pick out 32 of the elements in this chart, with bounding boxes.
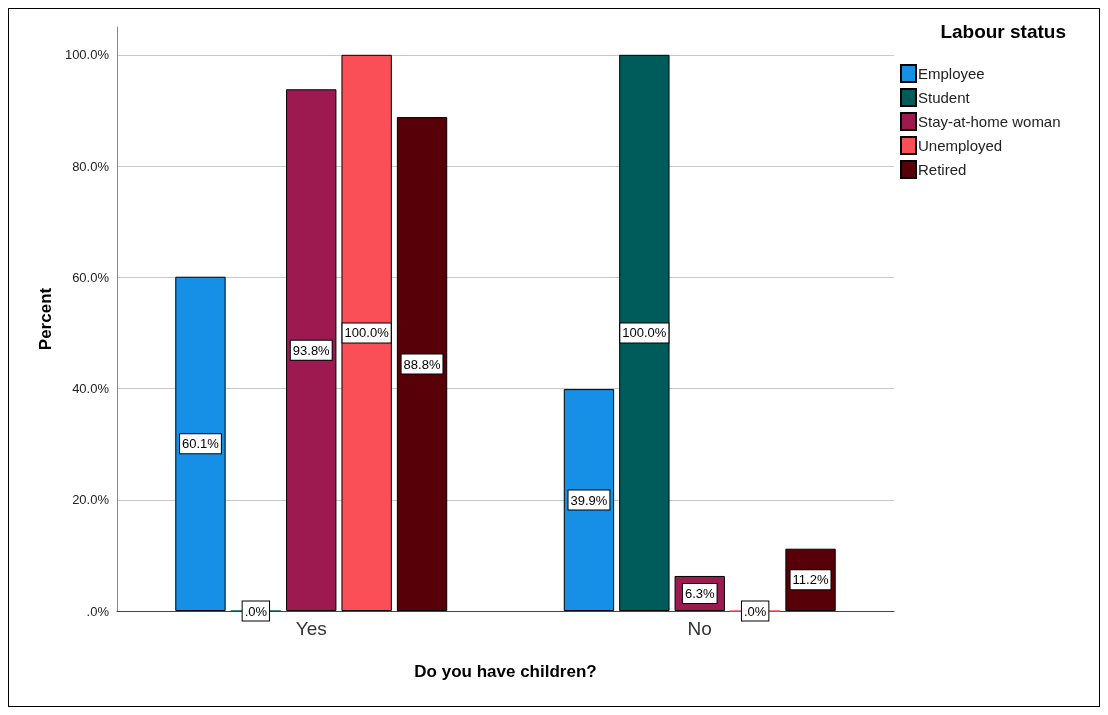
y-tick-label: 60.0% <box>72 269 110 285</box>
legend-label: Student <box>918 89 971 106</box>
x-tick-label: Yes <box>295 618 327 639</box>
bar <box>619 54 670 611</box>
x-axis-title: Do you have children? <box>414 662 597 681</box>
legend-label: Stay-at-home woman <box>918 113 1061 130</box>
x-tick-label: No <box>687 618 712 639</box>
legend-title: Labour status <box>940 21 1066 42</box>
legend-label: Employee <box>918 65 985 82</box>
data-label: 60.1% <box>182 436 220 452</box>
y-tick-label: .0% <box>86 603 110 619</box>
data-label: 39.9% <box>570 492 608 508</box>
bar <box>175 276 226 611</box>
bar <box>286 89 337 611</box>
legend-label: Unemployed <box>918 137 1003 154</box>
data-label: 93.8% <box>292 342 331 358</box>
y-tick-label: 100.0% <box>64 47 110 63</box>
data-label: 100.0% <box>622 325 667 341</box>
y-tick-label: 20.0% <box>72 492 110 508</box>
legend-label: Retired <box>918 161 967 178</box>
data-label: 100.0% <box>344 325 390 341</box>
bar <box>396 117 448 611</box>
data-label: 88.8% <box>403 356 441 372</box>
bar <box>341 54 392 611</box>
data-label: .0% <box>743 603 767 619</box>
data-label: 11.2% <box>792 572 829 588</box>
data-label: .0% <box>244 603 268 619</box>
y-axis-title: Percent <box>36 287 56 351</box>
y-tick-label: 40.0% <box>72 381 110 397</box>
bar <box>563 389 615 611</box>
data-label: 6.3% <box>684 585 715 601</box>
y-tick-label: 80.0% <box>72 158 110 174</box>
